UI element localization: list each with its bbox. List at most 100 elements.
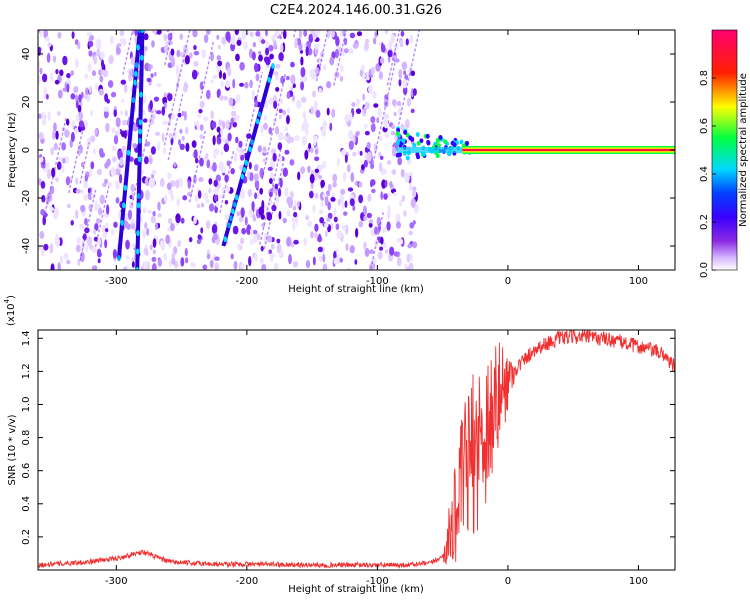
spectral-blob [349,32,356,39]
spectral-blob [289,159,295,166]
spectral-blob [73,86,79,93]
spectral-blob [144,141,151,147]
spectral-blob [220,151,224,156]
spectral-blob [110,91,117,98]
spectral-blob [189,52,193,59]
spectral-blob [222,137,226,143]
spectral-blob [308,33,314,44]
spectral-blob [62,157,66,164]
spectral-blob [370,179,376,186]
streak-highlight [135,267,140,270]
spectral-blob [216,89,221,99]
spectral-blob [221,166,227,174]
spectral-blob [143,261,149,269]
spectral-blob [151,40,155,48]
streak-highlight [240,173,245,180]
spectral-blob [211,120,217,129]
x-tick-label: -300 [105,276,128,287]
spectral-blob [106,98,110,104]
spectral-blob [41,111,46,120]
spectral-blob [149,100,153,110]
spectral-blob [346,164,351,173]
spectral-blob [366,141,371,150]
spectral-blob [311,70,316,81]
spectral-blob [390,130,396,136]
spectral-blob [403,210,407,217]
y-tick-label: 40 [21,48,32,61]
spectral-blob [305,46,309,57]
spectral-blob [163,102,167,109]
spectral-blob [121,98,125,104]
chart-title: C2E4.2024.146.00.31.G26 [270,3,442,18]
spectral-blob [363,159,369,168]
spectral-blob [152,238,157,248]
streak-highlight [120,219,124,226]
spectral-blob [257,145,262,153]
spectral-blob [184,247,188,257]
colorbar: 0.0 0.2 0.4 0.6 0.8 Normalized spectral ampl… [699,29,749,278]
spectral-blob [165,234,171,245]
spectral-blob [347,129,354,141]
spectral-blob [333,251,337,260]
spectral-blob [364,130,370,136]
x-tick-label: -200 [236,576,259,587]
spectral-blob [87,63,92,72]
spectral-blob [178,139,181,146]
bright-streak [135,30,145,270]
spectral-blob [335,223,340,231]
spectral-blob [282,30,287,40]
carrier-blob [401,138,406,143]
spectral-blob [395,213,401,223]
spectral-blob [202,264,208,270]
colorbar-tick-label: 0.8 [699,70,710,86]
spectral-blob [193,215,197,225]
spectral-blob [379,155,384,160]
spectral-blob [118,173,123,184]
spectral-blob [246,225,252,235]
spectral-blob [341,201,345,210]
spectral-blob [336,157,340,167]
spectral-blob [318,209,324,215]
spectral-blob [283,136,288,141]
spectral-blob [74,209,79,220]
spectral-blob [303,237,308,246]
svg-text:(x104): (x104) [3,295,17,326]
spectral-blob [156,82,162,88]
spectral-blob [197,234,202,240]
spectral-blob [205,220,211,230]
spectral-blob [185,142,190,152]
spectral-blob [387,49,393,58]
spectral-blob [88,40,94,47]
spectral-blob [358,181,363,188]
spectral-blob [303,30,308,37]
spectral-blob [124,130,127,139]
spectral-blob [356,31,363,37]
spectral-blob [372,91,377,100]
spectral-blob [96,168,103,176]
spectral-blob [258,50,262,55]
spectral-blob [194,195,199,203]
spectral-blob [277,142,283,151]
spectral-blob [112,249,118,259]
spectral-blob [91,70,97,77]
spectral-blob [87,190,93,201]
spectral-blob [41,73,48,83]
spectral-blob [191,69,198,80]
spectral-blob [312,90,317,98]
spectral-blob [53,122,57,132]
spectral-blob [70,131,75,142]
spectral-blob [252,229,258,235]
spectral-blob [407,243,412,249]
spectral-blob [270,148,277,155]
spectral-blob [55,130,59,140]
spectral-blob [368,222,373,228]
spectral-blob [142,207,147,214]
streak [122,30,134,75]
streak [219,148,235,213]
spectral-blob [115,197,120,204]
spectral-blob [410,70,416,77]
spectral-blob [97,251,102,258]
spectral-blob [235,114,240,121]
spectral-blob [278,52,284,61]
spectral-blob [280,75,286,85]
